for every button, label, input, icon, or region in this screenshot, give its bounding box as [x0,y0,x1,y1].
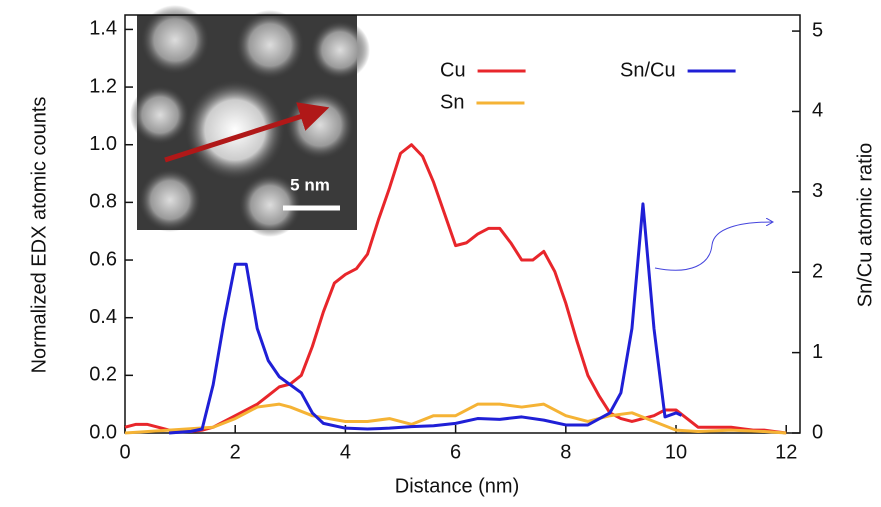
plot-frame [124,14,801,434]
legend-label: Cu [440,59,466,81]
y-tick-label: 0.0 [89,421,117,443]
scale-label: 5 nm [290,175,330,194]
x-tick-label: 0 [119,441,130,463]
y2-tick-label: 0 [812,421,823,443]
x-tick-label: 8 [560,441,571,463]
x-tick-label: 6 [450,441,461,463]
series-line [124,402,787,435]
series-line [124,143,787,435]
y-tick-label: 0.8 [89,191,117,213]
axis-pointer [654,222,772,271]
x-axis-title: Distance (nm) [395,475,519,497]
y-tick-label: 0.2 [89,364,117,386]
y-axis-title: Normalized EDX atomic counts [28,97,50,374]
x-tick-label: 12 [775,441,797,463]
y-tick-label: 0.6 [89,248,117,270]
legend-label: Sn [440,91,464,113]
x-tick-label: 2 [230,441,241,463]
y-tick-label: 1.0 [89,133,117,155]
y2-tick-label: 5 [812,19,823,41]
legend-label: Sn/Cu [620,59,676,81]
inset-image: 5 nm [130,5,370,237]
y2-tick-label: 2 [812,261,823,283]
x-tick-label: 4 [340,441,351,463]
y2-tick-label: 3 [812,180,823,202]
series-line [168,202,683,435]
y-tick-label: 1.2 [89,75,117,97]
x-tick-label: 10 [665,441,687,463]
y2-tick-label: 1 [812,341,823,363]
y-tick-label: 0.4 [89,306,117,328]
y2-axis-title: Sn/Cu atomic ratio [854,143,876,308]
y-tick-label: 1.4 [89,18,117,40]
y2-tick-label: 4 [812,100,823,122]
